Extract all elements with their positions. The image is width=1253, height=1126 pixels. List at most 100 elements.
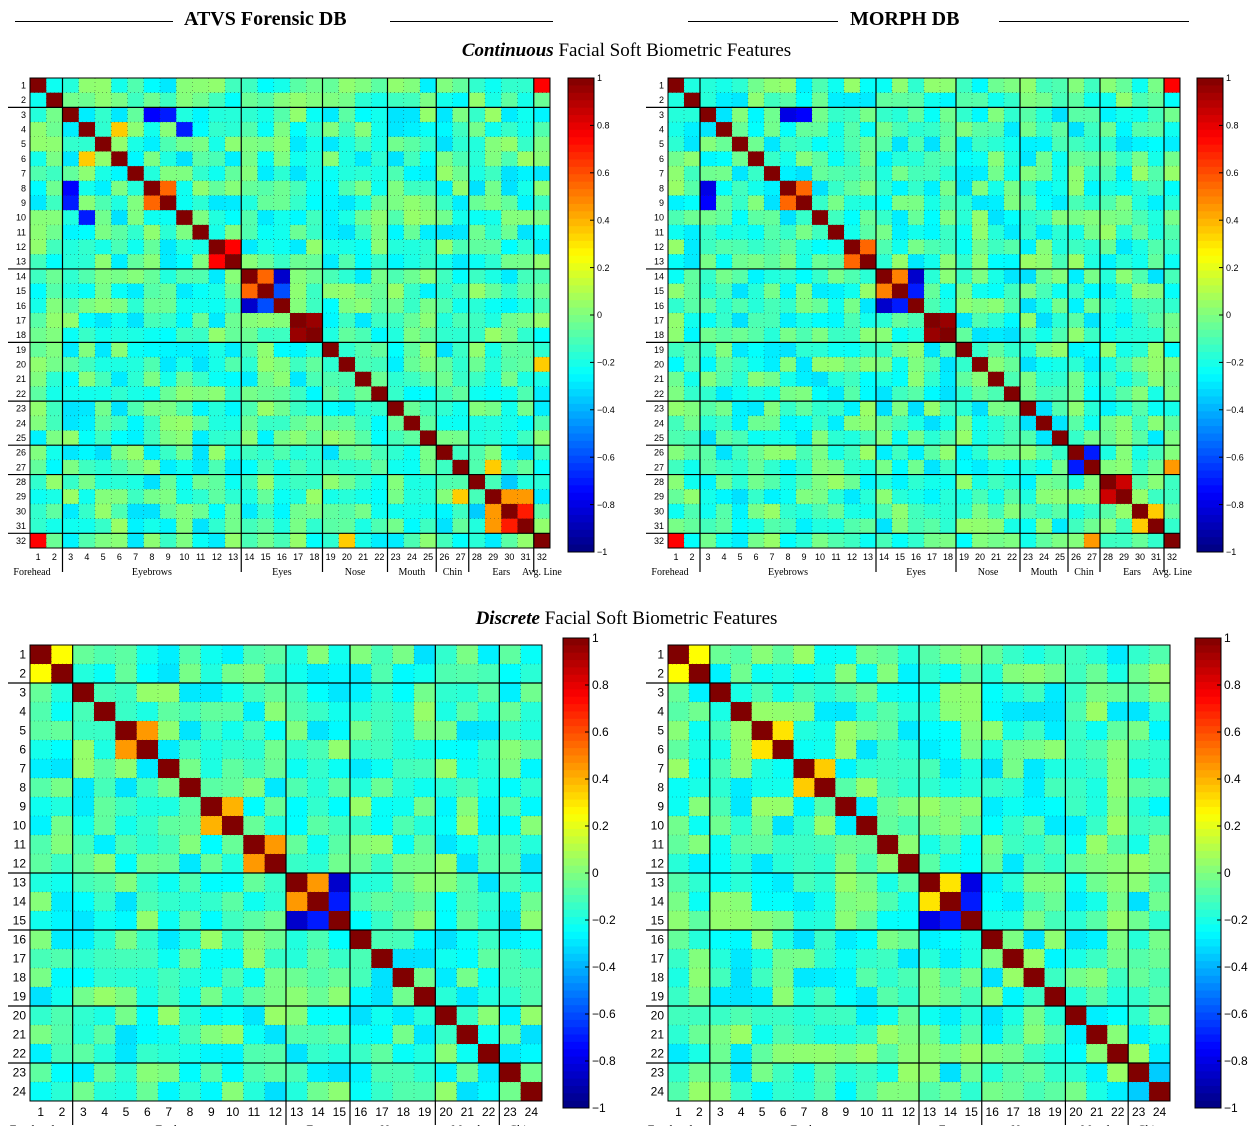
heatmap-cell (485, 445, 502, 461)
heatmap-cell (1044, 778, 1066, 798)
heatmap-cell (1148, 239, 1165, 255)
colorbar-tick-label: −0.8 (592, 1054, 616, 1068)
heatmap-cell (520, 1025, 543, 1045)
heatmap-cell (1132, 474, 1149, 490)
heatmap-cell (716, 459, 733, 475)
heatmap-cell (748, 430, 765, 446)
heatmap-cell (51, 968, 74, 988)
heatmap-cell (668, 664, 690, 684)
heatmap-cell (307, 1044, 330, 1064)
heatmap-cell (876, 430, 893, 446)
heatmap-cell (225, 195, 242, 211)
heatmap-cell (371, 342, 388, 358)
colorbar-step (563, 814, 589, 823)
heatmap-cell (1116, 518, 1133, 534)
heatmap-cell (192, 342, 210, 358)
heatmap-cell (243, 683, 266, 703)
heatmap-cell (387, 342, 405, 358)
heatmap-cell (387, 430, 405, 446)
heatmap-cell (62, 268, 80, 285)
heatmap-cell (1036, 401, 1053, 417)
heatmap-cell (225, 474, 242, 490)
heatmap-cell (716, 283, 733, 299)
heatmap-cell (241, 357, 258, 373)
heatmap-cell (243, 911, 266, 931)
heatmap-cell (160, 459, 177, 475)
col-tick-label: 7 (165, 1105, 172, 1119)
heatmap-cell (533, 474, 551, 490)
heatmap-cell (688, 873, 711, 893)
heatmap-cell (30, 892, 52, 912)
heatmap-cell (485, 224, 502, 240)
heatmap-cell (420, 503, 437, 520)
heatmap-cell (176, 386, 193, 402)
heatmap-cell (30, 268, 47, 285)
heatmap-cell (94, 873, 116, 893)
colorbar-step (563, 1085, 589, 1094)
heatmap-cell (485, 195, 502, 211)
heatmap-cell (176, 415, 193, 431)
heatmap-cell (1052, 136, 1069, 152)
colorbar-step (568, 529, 594, 538)
heatmap-cell (1023, 854, 1045, 874)
heatmap-cell (499, 740, 522, 760)
heatmap-cell (981, 854, 1004, 874)
heatmap-cell (1004, 107, 1021, 123)
heatmap-cell (414, 1025, 436, 1045)
heatmap-cell (51, 797, 74, 817)
heatmap-cell (371, 778, 394, 798)
group-label: Forehead (10, 1122, 55, 1126)
colorbar-step (1195, 755, 1221, 764)
heatmap-cell (435, 930, 458, 950)
heatmap-cell (940, 166, 957, 182)
heatmap-cell (876, 445, 893, 461)
heatmap-cell (306, 224, 323, 240)
heatmap-cell (1065, 1006, 1087, 1026)
heatmap-cell (828, 503, 845, 520)
heatmap-cell (793, 702, 815, 722)
heatmap-cell (78, 210, 96, 226)
heatmap-cell (264, 645, 287, 665)
colorbar-step (1195, 983, 1221, 991)
heatmap-cell (95, 313, 112, 329)
heatmap-cell (225, 283, 242, 299)
heatmap-cell (322, 151, 340, 167)
heatmap-cell (1044, 740, 1066, 760)
heatmap-cell (501, 107, 518, 123)
heatmap-cell (814, 1025, 836, 1045)
row-tick-label: 18 (16, 330, 26, 340)
heatmap-cell (1004, 224, 1021, 240)
heatmap-cell (956, 210, 973, 226)
heatmap-cell (179, 930, 202, 950)
heatmap-cell (919, 721, 941, 741)
heatmap-cell (780, 136, 797, 152)
heatmap-cell (1148, 136, 1165, 152)
colorbar-tick-label: −1 (1226, 547, 1236, 557)
heatmap-cell (143, 459, 161, 475)
heatmap-cell (143, 107, 161, 123)
heatmap-cell (700, 210, 717, 226)
heatmap-cell (307, 778, 330, 798)
heatmap-cell (668, 166, 685, 182)
heatmap-cell (241, 136, 258, 152)
colorbar-step (563, 997, 589, 1006)
colorbar-step (1197, 152, 1223, 160)
heatmap-cell (192, 166, 210, 182)
heatmap-cell (533, 489, 551, 505)
colorbar-step (568, 196, 594, 205)
heatmap-cell (1052, 371, 1069, 387)
heatmap-cell (877, 664, 899, 684)
heatmap-cell (435, 854, 458, 874)
heatmap-cell (456, 740, 479, 760)
heatmap-cell (939, 740, 962, 760)
heatmap-cell (468, 518, 486, 534)
heatmap-cell (877, 892, 899, 912)
heatmap-cell (981, 930, 1004, 950)
heatmap-cell (225, 151, 242, 167)
heatmap-cell (243, 1006, 266, 1026)
heatmap-cell (960, 854, 983, 874)
heatmap-cell (499, 797, 522, 817)
heatmap-cell (668, 721, 690, 741)
heatmap-cell (307, 1082, 330, 1102)
heatmap-cell (877, 1082, 899, 1102)
